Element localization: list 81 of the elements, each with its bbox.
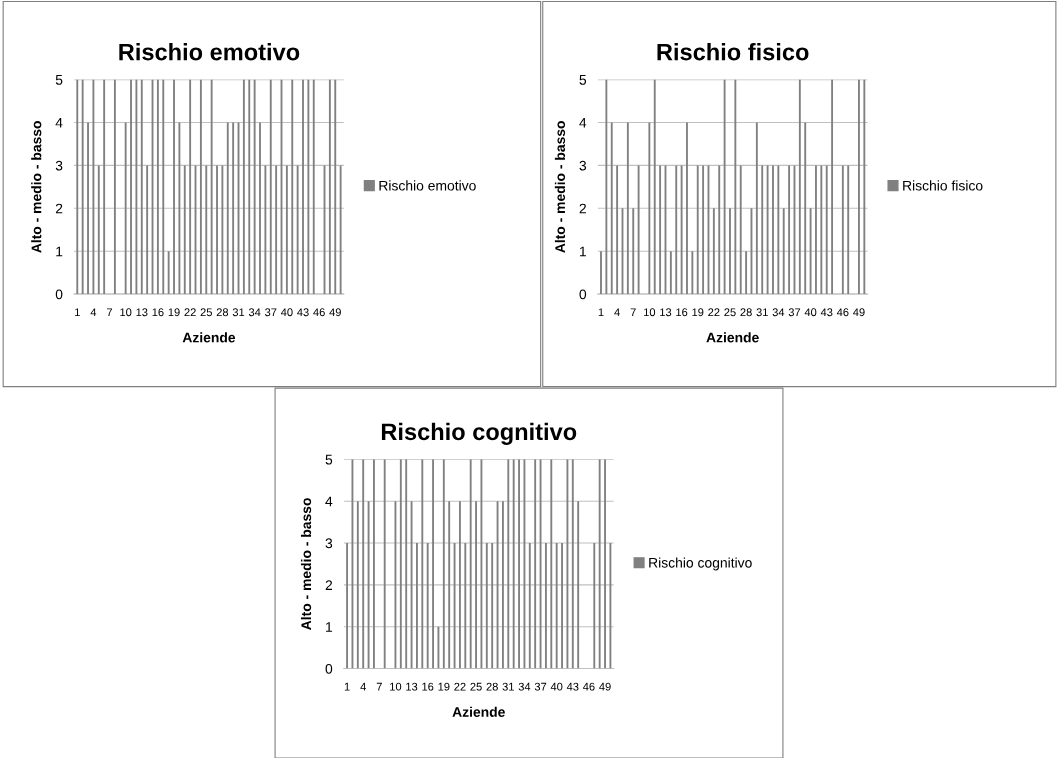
x-tick-label: 40 (550, 682, 563, 691)
y-tick-label: 2 (325, 580, 333, 590)
x-tick-label: 7 (107, 308, 113, 317)
y-tick-label: 1 (579, 246, 586, 257)
x-tick-label: 22 (454, 682, 466, 691)
y-tick-label: 3 (55, 160, 63, 171)
y-tick-label: 1 (56, 246, 63, 257)
x-tick-label: 19 (168, 308, 180, 317)
x-tick-label: 4 (90, 308, 97, 317)
x-tick-label: 4 (360, 682, 366, 691)
x-tick-label: 10 (390, 682, 402, 691)
x-tick-label: 1 (75, 308, 80, 317)
x-tick-label: 28 (216, 308, 229, 317)
x-tick-label: 1 (598, 308, 604, 317)
x-tick-label: 25 (200, 308, 212, 317)
x-tick-label: 4 (614, 308, 620, 317)
x-tick-label: 40 (280, 308, 293, 317)
x-axis-title: Aziende (452, 706, 505, 717)
x-tick-label: 25 (724, 308, 736, 317)
y-tick-label: 4 (579, 117, 587, 128)
y-tick-label: 0 (55, 289, 63, 300)
y-axis-title: Alto - medio - basso (31, 121, 42, 253)
y-tick-label: 4 (55, 117, 63, 128)
x-tick-label: 13 (660, 308, 672, 317)
x-tick-label: 19 (692, 308, 704, 317)
y-axis-title: Alto - medio - basso (554, 121, 566, 253)
x-axis-title: Aziende (182, 332, 236, 343)
x-tick-label: 46 (836, 308, 849, 317)
x-tick-label: 46 (582, 682, 595, 691)
x-tick-label: 34 (772, 308, 785, 317)
x-tick-label: 43 (297, 308, 309, 317)
x-tick-label: 10 (644, 308, 656, 317)
x-axis-title: Aziende (706, 332, 759, 343)
y-tick-label: 5 (55, 75, 63, 85)
x-tick-label: 16 (422, 682, 434, 691)
x-tick-label: 31 (232, 308, 245, 317)
x-tick-label: 49 (599, 682, 611, 691)
x-tick-label: 49 (329, 308, 341, 317)
x-tick-label: 28 (740, 308, 752, 317)
x-tick-label: 1 (344, 682, 350, 691)
x-tick-label: 19 (438, 682, 450, 691)
x-tick-label: 22 (184, 308, 196, 317)
y-tick-label: 4 (325, 496, 333, 507)
chart-title: Rischio fisico (657, 43, 809, 61)
x-tick-label: 16 (152, 308, 164, 317)
x-tick-label: 13 (136, 308, 148, 317)
x-tick-label: 7 (376, 682, 382, 691)
x-tick-label: 10 (120, 308, 132, 317)
x-tick-label: 7 (630, 308, 636, 317)
x-tick-label: 37 (788, 308, 801, 317)
x-tick-label: 16 (676, 308, 688, 317)
x-tick-label: 25 (470, 682, 482, 691)
legend-label: Rischio emotivo (379, 180, 476, 191)
chart-title: Rischio cognitivo (381, 422, 577, 445)
x-tick-label: 28 (486, 682, 498, 691)
y-tick-label: 3 (325, 538, 333, 549)
x-tick-label: 13 (406, 682, 418, 691)
x-tick-label: 34 (248, 308, 261, 317)
y-tick-label: 0 (579, 289, 587, 300)
chart-title: Rischio emotivo (119, 43, 300, 61)
x-tick-label: 31 (756, 308, 768, 317)
x-tick-label: 40 (804, 308, 817, 317)
y-axis-title: Alto - medio - basso (300, 498, 312, 630)
y-tick-label: 5 (325, 454, 333, 465)
y-tick-label: 5 (579, 75, 587, 85)
x-tick-label: 49 (853, 308, 865, 317)
x-tick-label: 34 (518, 682, 531, 691)
y-tick-label: 1 (326, 622, 333, 632)
legend-label: Rischio cognitivo (649, 557, 752, 571)
x-tick-label: 22 (708, 308, 720, 317)
x-tick-label: 46 (313, 308, 325, 317)
x-tick-label: 37 (265, 308, 277, 317)
legend-label: Rischio fisico (903, 180, 983, 191)
x-tick-label: 43 (820, 308, 833, 317)
x-tick-label: 37 (534, 682, 547, 691)
y-tick-label: 2 (55, 203, 63, 214)
y-tick-label: 0 (325, 663, 333, 674)
y-tick-label: 3 (579, 160, 587, 171)
x-tick-label: 31 (502, 682, 514, 691)
x-tick-label: 43 (566, 682, 579, 691)
y-tick-label: 2 (579, 203, 586, 214)
